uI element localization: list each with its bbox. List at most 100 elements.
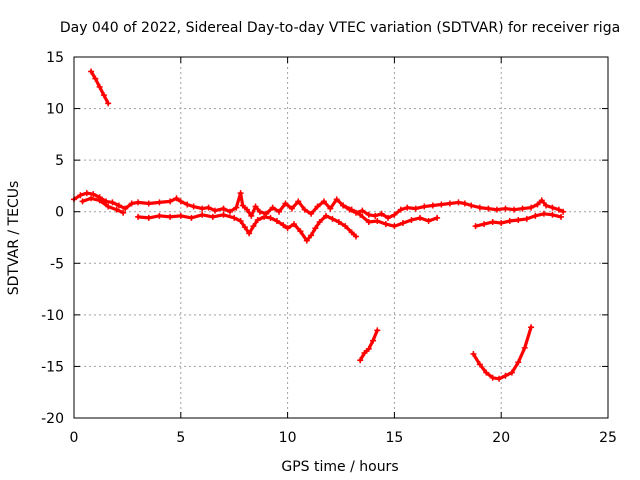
data-series bbox=[71, 68, 567, 382]
data-point bbox=[327, 205, 334, 212]
data-point bbox=[540, 210, 547, 217]
data-point bbox=[543, 202, 550, 209]
x-tick-label: 0 bbox=[70, 430, 79, 446]
data-point bbox=[455, 199, 462, 206]
data-point bbox=[496, 375, 503, 382]
data-point bbox=[348, 229, 355, 236]
data-point bbox=[519, 205, 526, 212]
data-point bbox=[246, 230, 253, 237]
data-point bbox=[549, 204, 556, 211]
data-point bbox=[291, 221, 298, 228]
chart-title: Day 040 of 2022, Sidereal Day-to-day VTE… bbox=[60, 20, 620, 36]
data-point bbox=[365, 345, 372, 352]
data-point bbox=[461, 200, 468, 207]
y-tick-label: -20 bbox=[41, 411, 64, 427]
data-point bbox=[220, 205, 227, 212]
data-point bbox=[502, 372, 509, 379]
data-point bbox=[145, 214, 152, 221]
data-point bbox=[404, 204, 411, 211]
data-point bbox=[470, 351, 477, 358]
data-point bbox=[506, 217, 513, 224]
data-point bbox=[421, 203, 428, 210]
data-point bbox=[348, 206, 355, 213]
data-point bbox=[188, 214, 195, 221]
data-point bbox=[269, 204, 276, 211]
data-point bbox=[96, 197, 103, 204]
data-point bbox=[128, 200, 135, 207]
data-point bbox=[502, 205, 509, 212]
data-point bbox=[397, 206, 404, 213]
y-tick-label: 5 bbox=[55, 153, 64, 169]
data-point bbox=[340, 202, 347, 209]
data-point bbox=[297, 228, 304, 235]
data-point bbox=[177, 198, 184, 205]
data-point bbox=[284, 225, 291, 232]
data-point bbox=[333, 196, 340, 203]
data-point bbox=[357, 357, 364, 364]
data-point bbox=[483, 369, 490, 376]
data-point bbox=[295, 198, 302, 205]
data-point bbox=[276, 208, 283, 215]
data-point bbox=[120, 209, 127, 216]
data-point bbox=[320, 198, 327, 205]
x-tick-label: 20 bbox=[492, 430, 510, 446]
data-point bbox=[468, 202, 475, 209]
data-point bbox=[88, 195, 95, 202]
data-point bbox=[485, 205, 492, 212]
data-point bbox=[384, 214, 391, 221]
x-tick-label: 10 bbox=[279, 430, 297, 446]
data-point bbox=[156, 199, 163, 206]
data-point bbox=[515, 359, 522, 366]
data-point bbox=[100, 92, 107, 99]
data-point bbox=[408, 216, 415, 223]
data-point bbox=[534, 201, 541, 208]
data-point bbox=[329, 215, 336, 222]
data-point bbox=[254, 216, 261, 223]
data-point bbox=[88, 68, 95, 75]
data-point bbox=[316, 219, 323, 226]
data-point bbox=[515, 216, 522, 223]
data-point bbox=[231, 214, 238, 221]
data-point bbox=[308, 210, 315, 217]
data-point bbox=[489, 219, 496, 226]
x-tick-label: 5 bbox=[176, 430, 185, 446]
data-point bbox=[493, 206, 500, 213]
data-point bbox=[233, 204, 240, 211]
data-point bbox=[79, 198, 86, 205]
series-arc-bottom bbox=[471, 325, 533, 381]
data-point bbox=[357, 211, 364, 218]
data-point bbox=[135, 199, 142, 206]
data-point bbox=[105, 203, 112, 210]
data-point bbox=[560, 208, 567, 215]
data-point bbox=[109, 199, 116, 206]
data-point bbox=[425, 217, 432, 224]
data-point bbox=[237, 217, 244, 224]
data-point bbox=[237, 190, 244, 197]
series-upper-1 bbox=[72, 191, 565, 220]
data-point bbox=[361, 350, 368, 357]
data-point bbox=[382, 221, 389, 228]
data-point bbox=[288, 205, 295, 212]
data-point bbox=[312, 225, 319, 232]
data-point bbox=[156, 212, 163, 219]
data-point bbox=[481, 221, 488, 228]
data-point bbox=[90, 191, 97, 198]
data-point bbox=[115, 202, 122, 209]
data-point bbox=[532, 212, 539, 219]
data-point bbox=[365, 211, 372, 218]
x-axis-label: GPS time / hours bbox=[281, 459, 398, 475]
data-point bbox=[145, 200, 152, 207]
data-point bbox=[122, 205, 129, 212]
data-point bbox=[239, 202, 246, 209]
data-point bbox=[205, 204, 212, 211]
data-point bbox=[211, 207, 218, 214]
data-point bbox=[374, 217, 381, 224]
data-point bbox=[256, 208, 263, 215]
data-point bbox=[528, 324, 535, 331]
data-point bbox=[323, 212, 330, 219]
data-point bbox=[167, 213, 174, 220]
y-axis-label: SDTVAR / TECUs bbox=[6, 181, 22, 296]
data-point bbox=[429, 202, 436, 209]
data-point bbox=[280, 222, 287, 229]
data-point bbox=[335, 219, 342, 226]
